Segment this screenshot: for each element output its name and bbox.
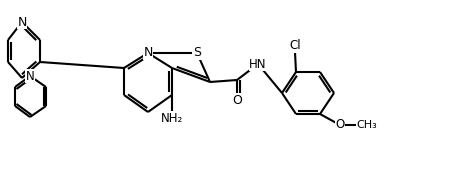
Text: N: N: [17, 16, 27, 29]
Text: S: S: [193, 47, 201, 60]
Text: NH₂: NH₂: [161, 112, 183, 125]
Text: HN: HN: [249, 57, 267, 70]
Text: N: N: [144, 47, 153, 60]
Text: CH₃: CH₃: [356, 120, 377, 130]
Text: N: N: [26, 69, 34, 82]
Text: Cl: Cl: [289, 39, 301, 52]
Text: O: O: [232, 94, 242, 107]
Text: O: O: [336, 119, 345, 132]
